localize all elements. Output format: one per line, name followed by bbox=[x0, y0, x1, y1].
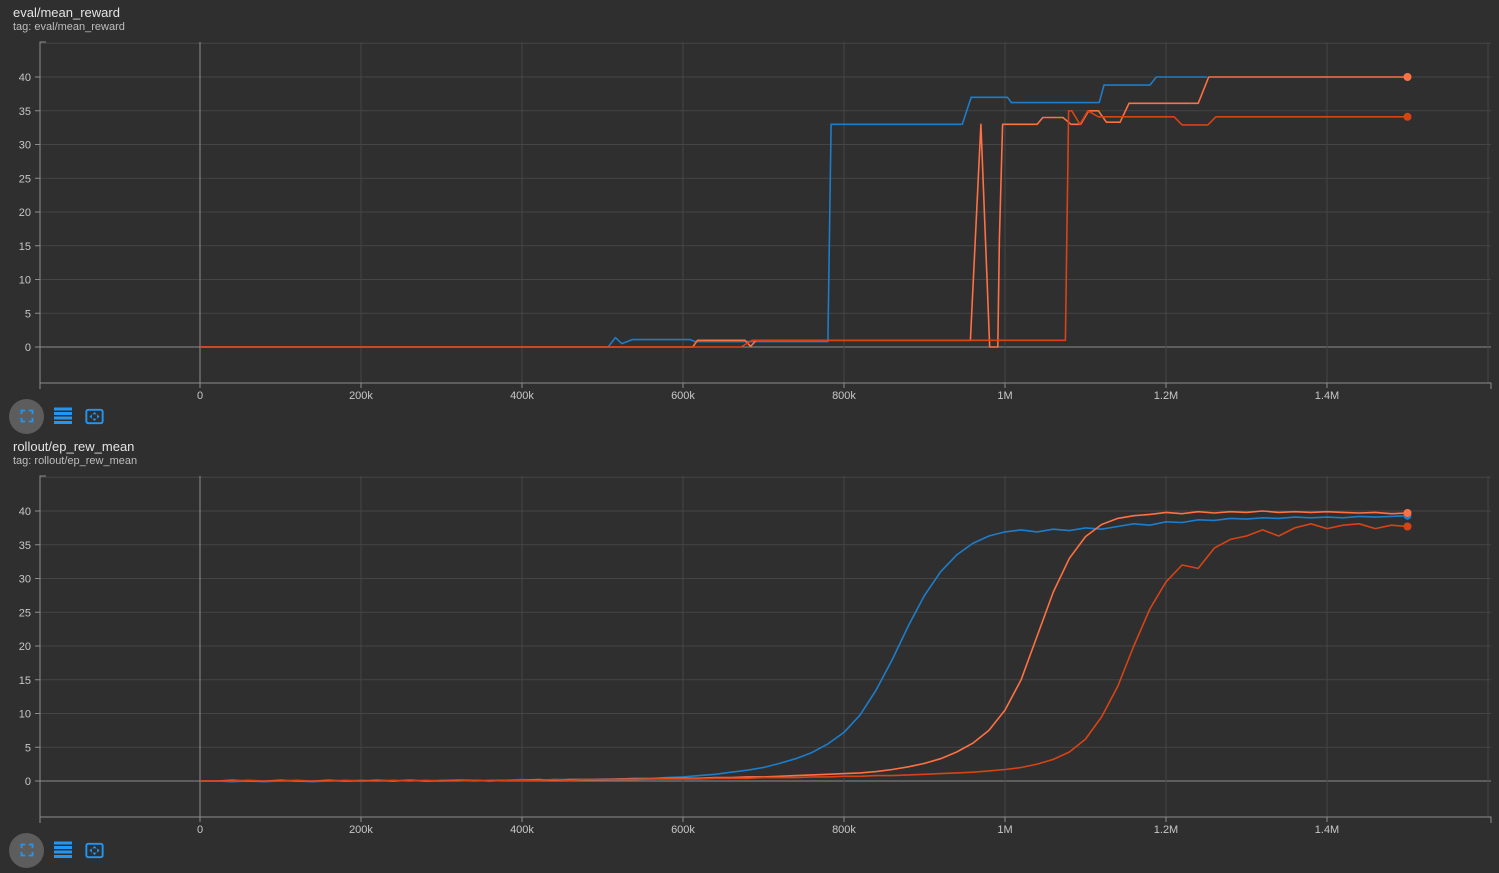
fullscreen-button[interactable] bbox=[9, 398, 44, 434]
x-tick-label: 1M bbox=[997, 824, 1012, 836]
x-tick-label: 1.4M bbox=[1315, 824, 1339, 836]
series-line-run-blue bbox=[200, 514, 1408, 783]
y-tick-label: 25 bbox=[19, 607, 31, 619]
fullscreen-icon bbox=[20, 409, 33, 423]
y-axis-line bbox=[39, 475, 46, 817]
y-tick-label: 35 bbox=[19, 106, 31, 118]
y-tick-label: 20 bbox=[19, 641, 31, 653]
x-tick-label: 400k bbox=[510, 390, 534, 402]
chart-toolbar bbox=[9, 832, 106, 868]
x-axis-line bbox=[39, 382, 1492, 389]
fullscreen-icon bbox=[20, 843, 33, 857]
table-lines-icon bbox=[54, 841, 72, 858]
y-tick-label: 0 bbox=[25, 776, 31, 788]
y-tick-label: 30 bbox=[19, 140, 31, 152]
fit-domain-button[interactable] bbox=[82, 838, 106, 862]
y-tick-label: 25 bbox=[19, 173, 31, 185]
x-axis-line bbox=[39, 816, 1492, 823]
x-tick-label: 600k bbox=[671, 390, 695, 402]
y-tick-label: 5 bbox=[25, 742, 31, 754]
series-line-run-blue bbox=[200, 76, 1208, 348]
x-tick-label: 800k bbox=[832, 824, 856, 836]
y-tick-label: 35 bbox=[19, 540, 31, 552]
fit-domain-button[interactable] bbox=[82, 404, 106, 428]
y-tick-label: 30 bbox=[19, 574, 31, 586]
x-tick-label: 600k bbox=[671, 824, 695, 836]
chart-title: rollout/ep_rew_mean bbox=[13, 439, 135, 454]
y-axis-line bbox=[39, 41, 46, 383]
fit-to-domain-icon bbox=[84, 408, 104, 424]
x-tick-label: 0 bbox=[197, 824, 203, 836]
line-chart-rollout-ep-rew-mean[interactable]: 0 5 10 15 20 25 30 35 40 0 200k 400k 600k 800k 1M 1.2M 1… bbox=[0, 434, 1499, 873]
x-tick-label: 400k bbox=[510, 824, 534, 836]
y-tick-label: 40 bbox=[19, 72, 31, 84]
x-tick-label: 800k bbox=[832, 390, 856, 402]
line-chart-eval-mean-reward[interactable]: 0 5 10 15 20 25 30 35 40 0 200k 400k 600k 800k 1M 1.2M 1… bbox=[0, 0, 1499, 434]
data-table-toggle-button[interactable] bbox=[51, 404, 75, 428]
table-lines-icon bbox=[54, 407, 72, 424]
chart-title: eval/mean_reward bbox=[13, 5, 120, 20]
series-endpoint-run-orange[interactable] bbox=[1403, 73, 1412, 81]
series-endpoint-run-orange[interactable] bbox=[1403, 509, 1412, 517]
series-line-run-red bbox=[200, 110, 1408, 348]
series-line-run-orange bbox=[200, 76, 1408, 348]
x-tick-label: 200k bbox=[349, 824, 373, 836]
y-tick-label: 20 bbox=[19, 207, 31, 219]
series-endpoint-run-red[interactable] bbox=[1403, 112, 1412, 121]
y-tick-label: 10 bbox=[19, 709, 31, 721]
y-tick-label: 15 bbox=[19, 241, 31, 253]
data-table-toggle-button[interactable] bbox=[51, 838, 75, 862]
y-tick-label: 0 bbox=[25, 342, 31, 354]
x-tick-label: 1M bbox=[997, 390, 1012, 402]
scalar-chart-card-eval-mean-reward: eval/mean_reward tag: eval/mean_reward 0… bbox=[0, 0, 1499, 434]
series-line-run-red bbox=[200, 523, 1408, 782]
chart-tag-subtitle: tag: eval/mean_reward bbox=[13, 21, 125, 33]
scalar-chart-card-rollout-ep-rew-mean: rollout/ep_rew_mean tag: rollout/ep_rew_… bbox=[0, 434, 1499, 873]
x-tick-label: 0 bbox=[197, 390, 203, 402]
y-tick-label: 5 bbox=[25, 308, 31, 320]
x-tick-label: 1.2M bbox=[1154, 390, 1178, 402]
x-tick-label: 1.2M bbox=[1154, 824, 1178, 836]
x-tick-label: 200k bbox=[349, 390, 373, 402]
fit-to-domain-icon bbox=[84, 842, 104, 858]
fullscreen-button[interactable] bbox=[9, 832, 44, 868]
y-tick-label: 10 bbox=[19, 275, 31, 287]
chart-tag-subtitle: tag: rollout/ep_rew_mean bbox=[13, 455, 138, 467]
y-tick-label: 40 bbox=[19, 506, 31, 518]
y-tick-label: 15 bbox=[19, 675, 31, 687]
series-endpoint-run-red[interactable] bbox=[1403, 522, 1412, 531]
chart-toolbar bbox=[9, 398, 106, 434]
x-tick-label: 1.4M bbox=[1315, 390, 1339, 402]
